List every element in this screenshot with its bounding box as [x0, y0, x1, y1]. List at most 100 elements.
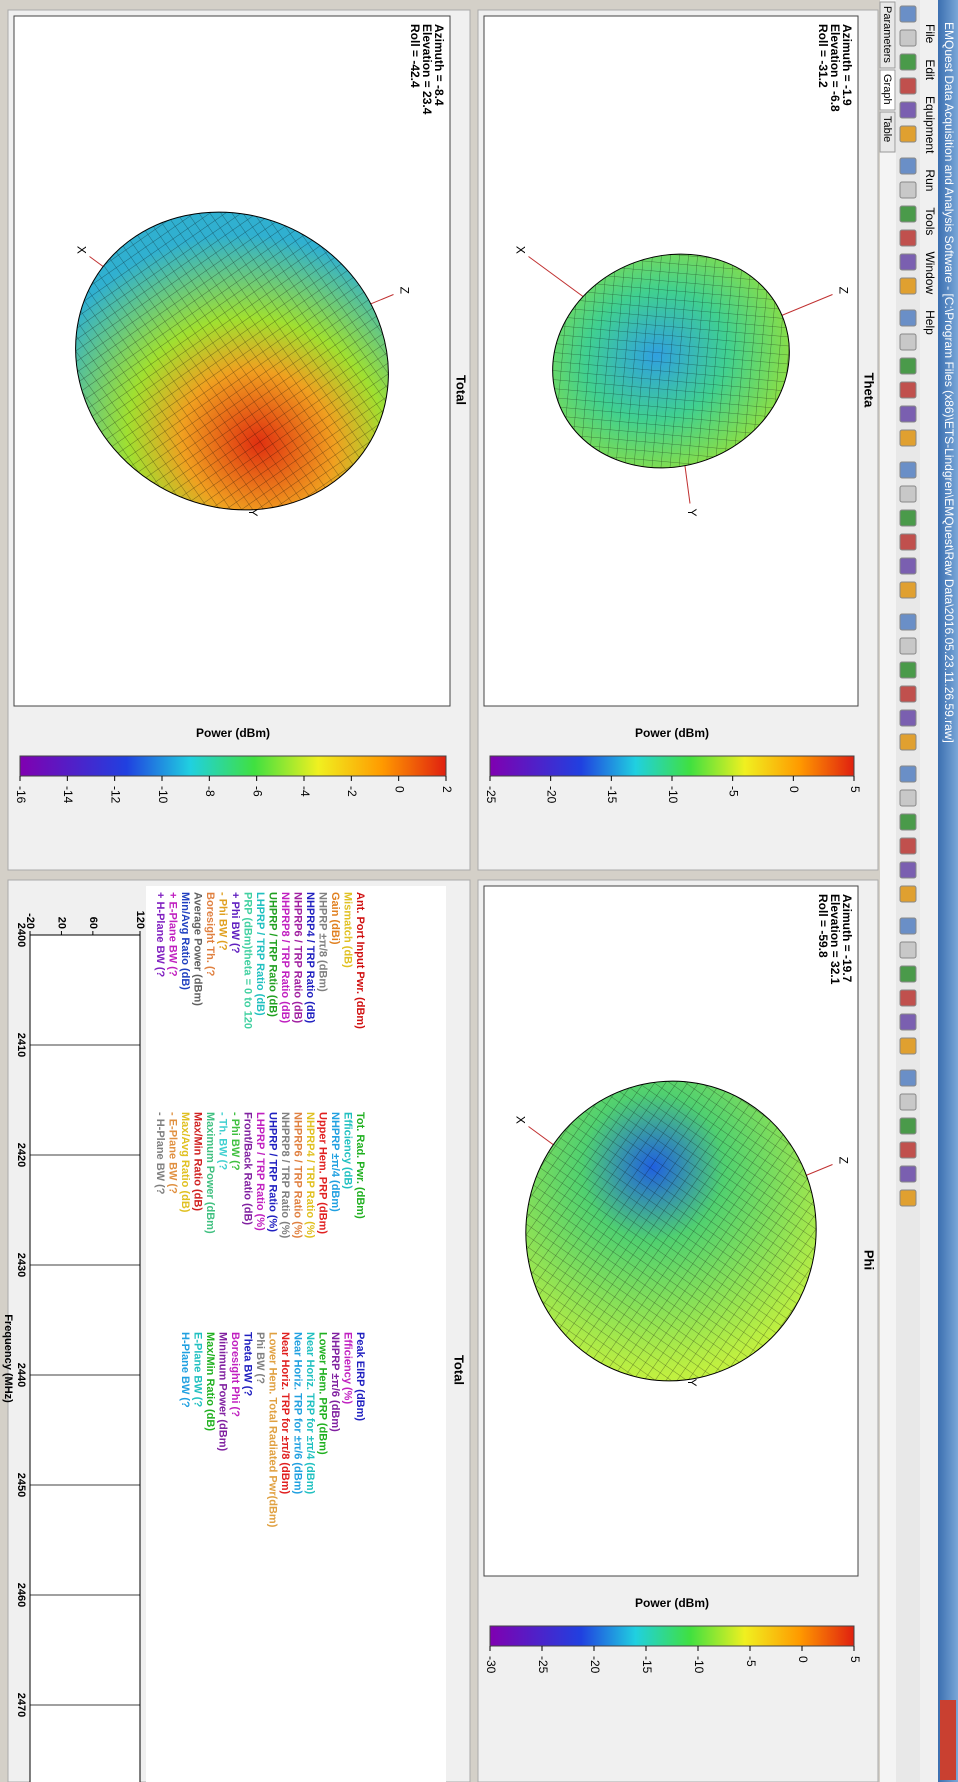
- legend-entry[interactable]: H-Plane BW (?: [179, 1332, 191, 1408]
- menu-item[interactable]: Help: [923, 310, 937, 335]
- toolbar-button[interactable]: [899, 1165, 917, 1183]
- toolbar-button[interactable]: [899, 405, 917, 423]
- legend-entry[interactable]: UHPRP / TRP Ratio (%): [267, 1112, 279, 1232]
- legend-entry[interactable]: E-Plane BW (?: [192, 1332, 204, 1407]
- toolbar-button[interactable]: [899, 253, 917, 271]
- tab[interactable]: [879, 1, 896, 69]
- toolbar-button[interactable]: [899, 1069, 917, 1087]
- toolbar-button[interactable]: [899, 789, 917, 807]
- toolbar-button[interactable]: [899, 733, 917, 751]
- toolbar-button[interactable]: [899, 1117, 917, 1135]
- legend-entry[interactable]: Max/Min Ratio (dB): [204, 1332, 216, 1431]
- toolbar-button[interactable]: [899, 5, 917, 23]
- legend-entry[interactable]: Average Power (dBm): [192, 892, 204, 1006]
- toolbar-button[interactable]: [899, 813, 917, 831]
- legend-entry[interactable]: Peak EIRP (dBm): [354, 1332, 366, 1421]
- toolbar-button[interactable]: [899, 205, 917, 223]
- legend-entry[interactable]: Lower Hem. Total Radiated Pwr(dBm): [267, 1332, 279, 1528]
- toolbar-button[interactable]: [899, 381, 917, 399]
- tab[interactable]: [879, 111, 896, 153]
- legend-entry[interactable]: Near Horiz. TRP for ±π/8 (dBm): [279, 1332, 291, 1495]
- legend-entry[interactable]: + Phi BW (?: [229, 892, 241, 954]
- toolbar-button[interactable]: [899, 357, 917, 375]
- legend-entry[interactable]: + E-Plane BW (?: [167, 892, 179, 977]
- menu-item[interactable]: Equipment: [923, 96, 937, 154]
- tab[interactable]: [879, 69, 896, 111]
- legend-entry[interactable]: Boresight Phi (?: [229, 1332, 241, 1417]
- toolbar-button[interactable]: [899, 485, 917, 503]
- toolbar-button[interactable]: [899, 277, 917, 295]
- legend-entry[interactable]: Efficiency (dB): [342, 1112, 354, 1189]
- legend-entry[interactable]: NHPRP4 / TRP Ratio (%): [304, 1112, 316, 1239]
- toolbar-button[interactable]: [899, 685, 917, 703]
- toolbar-button[interactable]: [899, 613, 917, 631]
- legend-entry[interactable]: Near Horiz. TRP for ±π/6 (dBm): [292, 1332, 304, 1495]
- toolbar-button[interactable]: [899, 557, 917, 575]
- legend-entry[interactable]: NHPRP8 / TRP Ratio (dB): [279, 892, 291, 1024]
- menu-item[interactable]: Tools: [923, 207, 937, 235]
- legend-entry[interactable]: Max/Avg Ratio (dB): [179, 1112, 191, 1213]
- toolbar-button[interactable]: [899, 1037, 917, 1055]
- legend-entry[interactable]: Maximum Power (dBm): [204, 1112, 216, 1234]
- legend-entry[interactable]: Max/Min Ratio (dB): [192, 1112, 204, 1211]
- legend-entry[interactable]: Tot. Rad. Pwr. (dBm): [354, 1112, 366, 1219]
- legend-entry[interactable]: NHPRP ±π/8 (dBm): [317, 892, 329, 992]
- legend-entry[interactable]: - H-Plane BW (?: [154, 1112, 166, 1195]
- legend-entry[interactable]: Minimum Power (dBm): [217, 1332, 229, 1452]
- legend-entry[interactable]: - Phi BW (?: [217, 892, 229, 951]
- toolbar-button[interactable]: [899, 461, 917, 479]
- legend-entry[interactable]: Lower Hem. PRP (dBm): [317, 1332, 329, 1455]
- toolbar-button[interactable]: [899, 885, 917, 903]
- legend-entry[interactable]: Boresight Th. (?: [204, 892, 216, 977]
- toolbar-button[interactable]: [899, 509, 917, 527]
- legend-entry[interactable]: - E-Plane BW (?: [167, 1112, 179, 1194]
- legend-entry[interactable]: Front/Back Ratio (dB): [242, 1112, 254, 1225]
- toolbar-button[interactable]: [899, 533, 917, 551]
- toolbar-button[interactable]: [899, 637, 917, 655]
- legend-entry[interactable]: NHPRP8 / TRP Ratio (%): [279, 1112, 291, 1239]
- toolbar-button[interactable]: [899, 229, 917, 247]
- legend-entry[interactable]: Theta BW (?: [242, 1332, 254, 1396]
- legend-entry[interactable]: Near Horiz. TRP for ±π/4 (dBm): [304, 1332, 316, 1495]
- toolbar-button[interactable]: [899, 1189, 917, 1207]
- toolbar-button[interactable]: [899, 1141, 917, 1159]
- toolbar-button[interactable]: [899, 101, 917, 119]
- legend-entry[interactable]: Gain (dBi): [329, 892, 341, 945]
- toolbar-button[interactable]: [899, 941, 917, 959]
- toolbar-button[interactable]: [899, 661, 917, 679]
- toolbar-button[interactable]: [899, 837, 917, 855]
- menu-item[interactable]: Edit: [923, 59, 937, 80]
- legend-entry[interactable]: Ant. Port Input Pwr. (dBm): [354, 892, 366, 1029]
- legend-entry[interactable]: Phi BW (?: [254, 1332, 266, 1384]
- legend-entry[interactable]: Mismatch (dB): [342, 892, 354, 968]
- toolbar-button[interactable]: [899, 1013, 917, 1031]
- legend-entry[interactable]: Efficiency (%): [342, 1332, 354, 1404]
- toolbar-button[interactable]: [899, 989, 917, 1007]
- menu-item[interactable]: Window: [923, 251, 937, 294]
- toolbar-button[interactable]: [899, 709, 917, 727]
- toolbar-button[interactable]: [899, 581, 917, 599]
- legend-entry[interactable]: PRP (dBm)theta = 0 to 120: [242, 892, 254, 1029]
- toolbar-button[interactable]: [899, 861, 917, 879]
- legend-entry[interactable]: NHPRP6 / TRP Ratio (dB): [292, 892, 304, 1024]
- toolbar-button[interactable]: [899, 917, 917, 935]
- toolbar-button[interactable]: [899, 157, 917, 175]
- toolbar-button[interactable]: [899, 1093, 917, 1111]
- menu-item[interactable]: Run: [923, 169, 937, 191]
- legend-entry[interactable]: NHPRP ±π/6 (dBm): [329, 1332, 341, 1432]
- legend-entry[interactable]: - Th. BW (?: [217, 1112, 229, 1170]
- legend-entry[interactable]: NHPRP4 / TRP Ratio (dB): [304, 892, 316, 1024]
- legend-entry[interactable]: Min/Avg Ratio (dB): [179, 892, 191, 990]
- toolbar-button[interactable]: [899, 181, 917, 199]
- toolbar-button[interactable]: [899, 53, 917, 71]
- legend-entry[interactable]: LHPRP / TRP Ratio (dB): [254, 892, 266, 1016]
- toolbar-button[interactable]: [899, 77, 917, 95]
- toolbar-button[interactable]: [899, 765, 917, 783]
- legend-entry[interactable]: LHPRP / TRP Ratio (%): [254, 1112, 266, 1231]
- toolbar-button[interactable]: [899, 429, 917, 447]
- toolbar-button[interactable]: [899, 309, 917, 327]
- legend-entry[interactable]: Upper Hem. PRP (dBm): [317, 1112, 329, 1234]
- legend-entry[interactable]: NHPRP ±π/4 (dBm): [329, 1112, 341, 1212]
- legend-entry[interactable]: + H-Plane BW (?: [154, 892, 166, 978]
- legend-entry[interactable]: NHPRP6 / TRP Ratio (%): [292, 1112, 304, 1239]
